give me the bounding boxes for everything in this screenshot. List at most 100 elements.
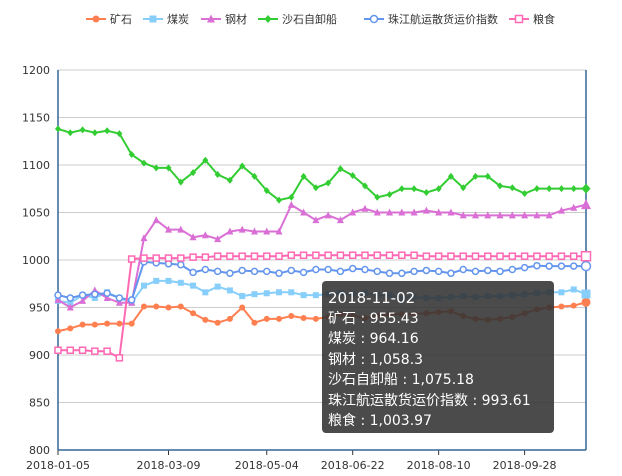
tooltip-row-ore: 矿石 : 955.43: [328, 310, 419, 327]
legend-label: 珠江航运散货运价指数: [388, 12, 498, 26]
data-point: [398, 251, 406, 259]
data-point: [349, 171, 356, 179]
data-point: [103, 347, 111, 355]
data-point: [275, 252, 283, 260]
data-point: [189, 253, 197, 261]
data-point: [386, 190, 393, 198]
data-point: [410, 208, 418, 216]
x-tick-label: 2018-06-22: [321, 459, 385, 472]
data-point: [557, 262, 566, 270]
legend-item[interactable]: 矿石: [86, 13, 132, 26]
legend[interactable]: 矿石 煤炭 钢材 沙石自卸船 珠江航运散货运价指数 粮食: [86, 12, 555, 26]
data-point: [91, 290, 99, 298]
data-point: [398, 269, 406, 278]
legend-label: 煤炭: [167, 13, 189, 26]
data-point: [471, 252, 480, 260]
data-point: [581, 289, 591, 299]
data-point: [239, 162, 246, 170]
tooltip-indicator: [580, 183, 592, 307]
tooltip-row-sand-ship: 沙石自卸船 : 1,075.18: [328, 372, 474, 388]
y-tick-label: 1200: [22, 64, 50, 77]
data-point: [423, 189, 430, 197]
data-point: [348, 264, 357, 273]
data-point: [471, 211, 479, 219]
data-point: [66, 294, 75, 302]
data-point: [312, 265, 320, 274]
data-point: [557, 206, 565, 214]
legend-item[interactable]: 粮食: [509, 12, 555, 26]
legend-label: 钢材: [225, 12, 247, 26]
tooltip-label: 矿石: [328, 310, 356, 327]
axes: 800 850 900 950 1000 1050 1100 1150 1200 2018-01-…: [22, 64, 587, 472]
data-point: [213, 252, 222, 260]
tooltip-value: 993.61: [481, 392, 531, 409]
tooltip-date: 2018-11-02: [328, 289, 416, 307]
data-point: [447, 252, 455, 260]
tooltip: 2018-11-02 矿石 : 955.43 煤炭 : 964.16 钢材 : …: [322, 281, 554, 433]
tooltip-label: 粮食: [328, 413, 356, 429]
data-point: [67, 129, 74, 137]
data-point: [434, 267, 443, 276]
tooltip-label: 钢材: [328, 351, 356, 368]
data-point: [79, 296, 87, 304]
legend-item[interactable]: 钢材: [201, 12, 247, 26]
data-point: [300, 172, 307, 180]
data-point: [533, 261, 541, 270]
data-point: [213, 267, 222, 276]
data-point: [349, 208, 357, 216]
data-point: [521, 211, 529, 219]
y-tick-label: 900: [29, 349, 50, 362]
data-point: [165, 304, 172, 311]
y-tick-label: 1050: [22, 207, 50, 220]
data-point: [558, 303, 565, 310]
legend-item[interactable]: 煤炭: [143, 13, 189, 26]
data-point: [288, 313, 295, 320]
data-point: [127, 296, 136, 304]
data-point: [165, 277, 172, 284]
data-point: [533, 211, 541, 219]
data-point: [324, 251, 332, 259]
data-point: [496, 211, 504, 219]
data-point: [287, 200, 295, 208]
series-沙石自卸船: [55, 125, 589, 204]
data-point: [115, 354, 124, 362]
data-point: [276, 196, 283, 204]
data-point: [520, 263, 529, 272]
data-point: [250, 227, 258, 235]
data-point: [411, 185, 418, 193]
series-粮食: [54, 251, 590, 362]
data-point: [374, 193, 381, 201]
data-point: [177, 178, 184, 186]
data-point: [299, 251, 308, 259]
data-point: [348, 251, 357, 259]
y-tick-label: 850: [29, 397, 50, 410]
data-point: [545, 262, 553, 270]
x-tick-label: 2018-05-04: [235, 459, 299, 472]
data-point: [312, 292, 319, 299]
data-point: [226, 176, 233, 184]
data-point: [250, 252, 259, 260]
data-point: [201, 231, 209, 239]
data-point: [214, 235, 222, 243]
data-point: [435, 208, 443, 216]
data-point: [325, 179, 332, 187]
data-point: [104, 127, 111, 135]
data-point: [214, 171, 221, 178]
data-point: [336, 216, 344, 224]
legend-item[interactable]: 珠江航运散货运价指数: [364, 12, 498, 26]
data-point: [115, 294, 124, 302]
data-point: [386, 208, 394, 216]
data-point: [447, 208, 455, 216]
data-point: [91, 295, 98, 301]
data-point: [324, 211, 332, 219]
data-point: [263, 290, 270, 297]
data-point: [287, 266, 296, 275]
data-point: [337, 165, 344, 173]
x-tick-label: 2018-08-10: [407, 459, 471, 472]
data-point: [300, 208, 308, 216]
legend-item[interactable]: 沙石自卸船: [258, 12, 337, 26]
data-point: [103, 289, 111, 297]
data-point: [140, 234, 148, 242]
data-point: [128, 151, 135, 159]
data-point: [580, 250, 592, 262]
